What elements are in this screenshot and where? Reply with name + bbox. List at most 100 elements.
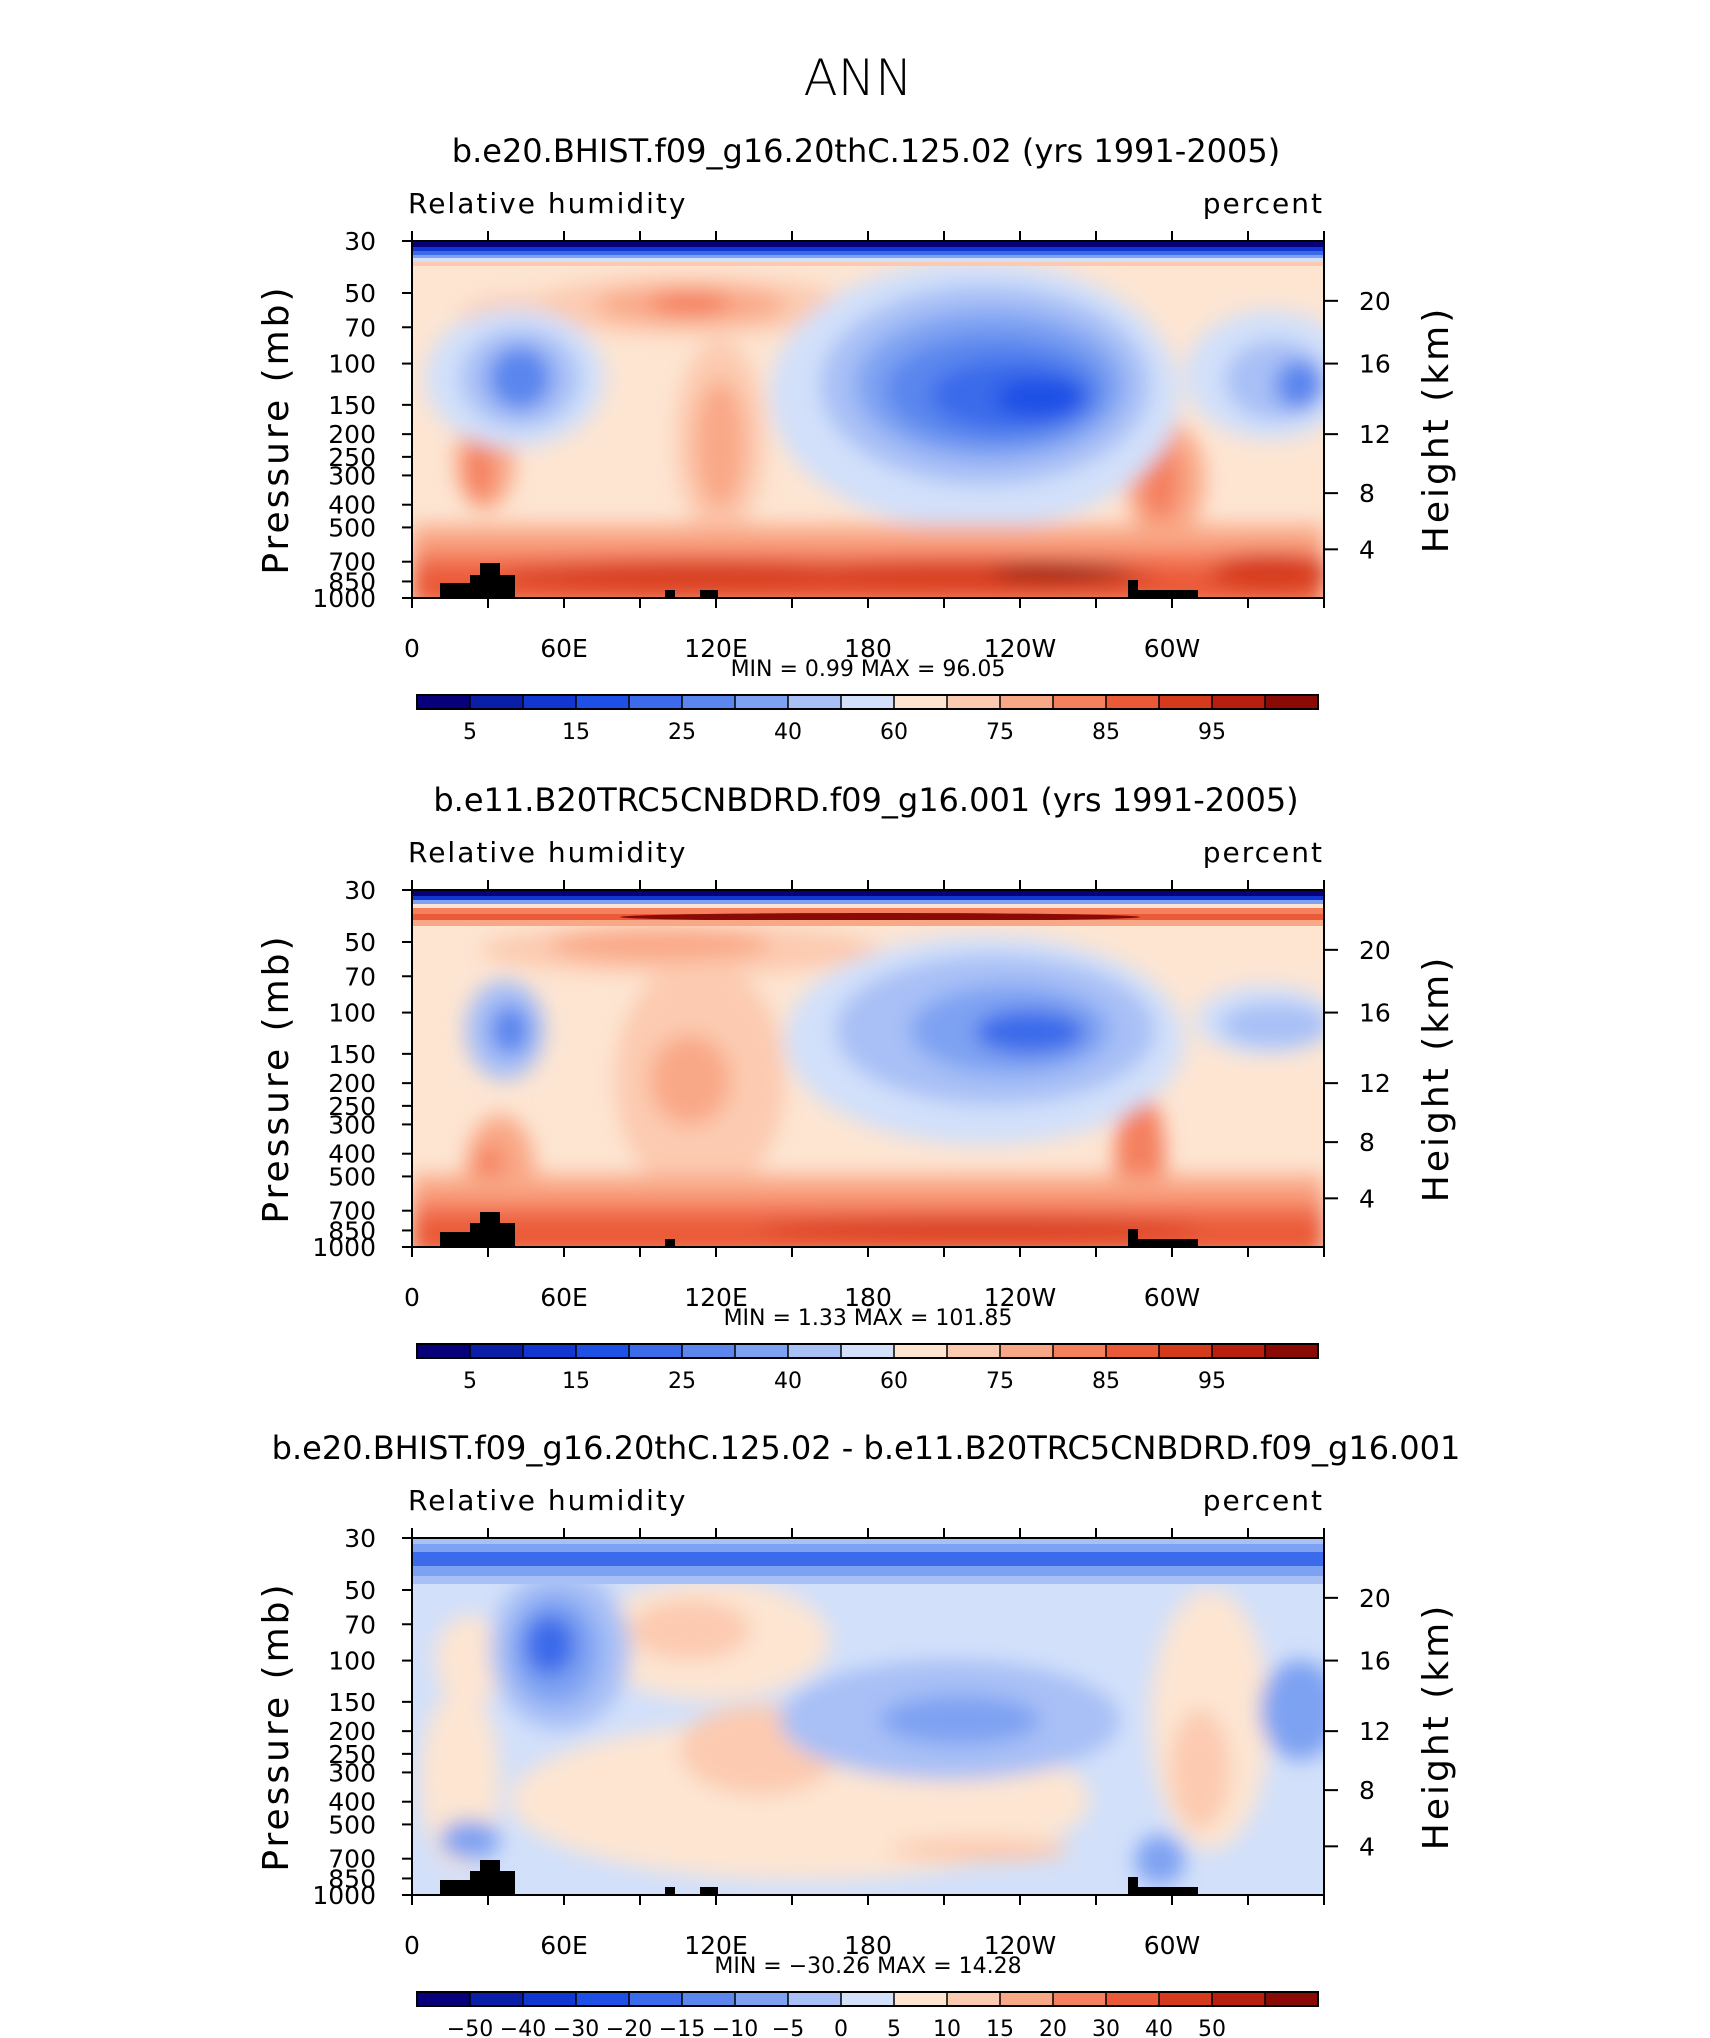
colorbar-tick-label: 95	[1198, 720, 1226, 745]
y-tick-label: 300	[328, 461, 376, 490]
colorbar-swatch	[894, 695, 948, 709]
y-tick-label: 150	[328, 391, 376, 420]
colorbar-tick-label: 50	[1198, 2017, 1226, 2038]
colorbar-swatch	[1159, 1992, 1213, 2006]
colorbar-tick-label: 85	[1092, 720, 1120, 745]
y-tick-label: 50	[344, 279, 376, 308]
colorbar-swatch	[735, 695, 789, 709]
y-tick-label: 700	[328, 548, 376, 577]
colorbar-swatch	[841, 1992, 895, 2006]
page-title: ANN	[803, 49, 912, 107]
height-tick-label: 4	[1359, 1184, 1375, 1213]
x-tick-label: 0	[404, 1283, 420, 1312]
y-tick-label: 250	[328, 443, 376, 472]
y-tick-label: 200	[328, 1717, 376, 1746]
colorbar-tick-label: 60	[880, 720, 908, 745]
x-tick-label: 60E	[540, 1931, 588, 1960]
colorbar-tick-label: 40	[1145, 2017, 1173, 2038]
axes-2: 0 60E 120E 180 120W 60W3050701001502002503004…	[256, 876, 1457, 1394]
y-tick-label: 850	[328, 1864, 376, 1893]
height-tick-label: 8	[1359, 479, 1375, 508]
colorbar-swatch	[576, 1992, 630, 2006]
variable-label: Relative humidity	[408, 187, 687, 220]
colorbar-tick-label: 10	[933, 2017, 961, 2038]
colorbar-tick-label: 40	[774, 720, 802, 745]
colorbar-swatch	[417, 1992, 471, 2006]
x-tick-label: 120E	[684, 634, 748, 663]
height-tick-label: 12	[1359, 420, 1391, 449]
colorbar-tick-label: 15	[562, 720, 590, 745]
y-tick-label: 100	[328, 1647, 376, 1676]
units-label: percent	[1203, 836, 1324, 869]
colorbar-tick-label: 15	[986, 2017, 1014, 2038]
colorbar-swatch	[788, 1992, 842, 2006]
colorbar-tick-label: 30	[1092, 2017, 1120, 2038]
units-label: percent	[1203, 1484, 1324, 1517]
colorbar-swatch	[841, 1344, 895, 1358]
min-max-stats: MIN = 1.33 MAX = 101.85	[724, 1306, 1013, 1331]
colorbar-tick-label: 95	[1198, 1369, 1226, 1394]
colorbar-tick-label: −5	[772, 2017, 804, 2038]
colorbar-tick-label: 0	[834, 2017, 848, 2038]
colorbar-tick-label: −10	[712, 2017, 758, 2038]
y-tick-label: 200	[328, 1069, 376, 1098]
height-tick-label: 20	[1359, 936, 1391, 965]
axes-3: 0 60E 120E 180 120W 60W3050701001502002503004…	[256, 1524, 1457, 2038]
y-tick-label: 30	[344, 227, 376, 256]
y-tick-label: 300	[328, 1110, 376, 1139]
colorbar-swatch	[947, 1344, 1001, 1358]
height-tick-label: 4	[1359, 1832, 1375, 1861]
colorbar-swatch	[1212, 1344, 1266, 1358]
y-tick-label: 70	[344, 962, 376, 991]
colorbar-swatch	[894, 1344, 948, 1358]
panel-1: b.e20.BHIST.f09_g16.20thC.125.02 (yrs 19…	[408, 132, 1325, 599]
colorbar-tick-label: 40	[774, 1369, 802, 1394]
colorbar-swatch	[523, 1344, 577, 1358]
y-axis-title-right: Height (km)	[1416, 1603, 1457, 1850]
y-tick-label: 500	[328, 1810, 376, 1839]
x-tick-label: 60E	[540, 634, 588, 663]
colorbar-tick-label: −30	[553, 2017, 599, 2038]
colorbar-swatch	[470, 1344, 524, 1358]
y-tick-label: 250	[328, 1740, 376, 1769]
x-tick-label: 0	[404, 1931, 420, 1960]
colorbar-swatch	[1106, 1344, 1160, 1358]
colorbar-tick-label: −20	[606, 2017, 652, 2038]
colorbar-swatch	[894, 1992, 948, 2006]
colorbar-tick-label: −40	[500, 2017, 546, 2038]
y-tick-label: 150	[328, 1040, 376, 1069]
colorbar-swatch	[682, 1344, 736, 1358]
height-tick-label: 20	[1359, 1584, 1391, 1613]
y-tick-label: 30	[344, 1524, 376, 1553]
colorbar-swatch	[1159, 1344, 1213, 1358]
colorbar-swatch	[788, 1344, 842, 1358]
colorbar-swatch	[629, 1992, 683, 2006]
colorbar-tick-label: 20	[1039, 2017, 1067, 2038]
y-tick-label: 50	[344, 928, 376, 957]
panel-title: b.e11.B20TRC5CNBDRD.f09_g16.001 (yrs 199…	[433, 781, 1298, 819]
x-tick-label: 120E	[684, 1283, 748, 1312]
colorbar-swatch	[470, 695, 524, 709]
colorbar-swatch	[682, 1992, 736, 2006]
units-label: percent	[1203, 187, 1324, 220]
height-tick-label: 4	[1359, 535, 1375, 564]
panel-3: b.e20.BHIST.f09_g16.20thC.125.02 - b.e11…	[272, 1429, 1461, 1896]
y-tick-label: 50	[344, 1576, 376, 1605]
y-axis-title: Pressure (mb)	[256, 933, 297, 1223]
height-tick-label: 16	[1359, 999, 1391, 1028]
height-tick-label: 12	[1359, 1717, 1391, 1746]
variable-label: Relative humidity	[408, 836, 687, 869]
y-tick-label: 400	[328, 1140, 376, 1169]
x-tick-label: 180	[844, 1931, 892, 1960]
colorbar-swatch	[1212, 1992, 1266, 2006]
colorbar-swatch	[417, 1344, 471, 1358]
y-tick-label: 250	[328, 1092, 376, 1121]
height-tick-label: 8	[1359, 1128, 1375, 1157]
y-tick-label: 400	[328, 491, 376, 520]
y-tick-label: 500	[328, 1162, 376, 1191]
axes-1: 0 60E 120E 180 120W 60W3050701001502002503004…	[256, 227, 1457, 745]
panel-title: b.e20.BHIST.f09_g16.20thC.125.02 - b.e11…	[272, 1429, 1461, 1467]
colorbar-swatch	[1265, 1344, 1319, 1358]
colorbar-tick-label: 60	[880, 1369, 908, 1394]
